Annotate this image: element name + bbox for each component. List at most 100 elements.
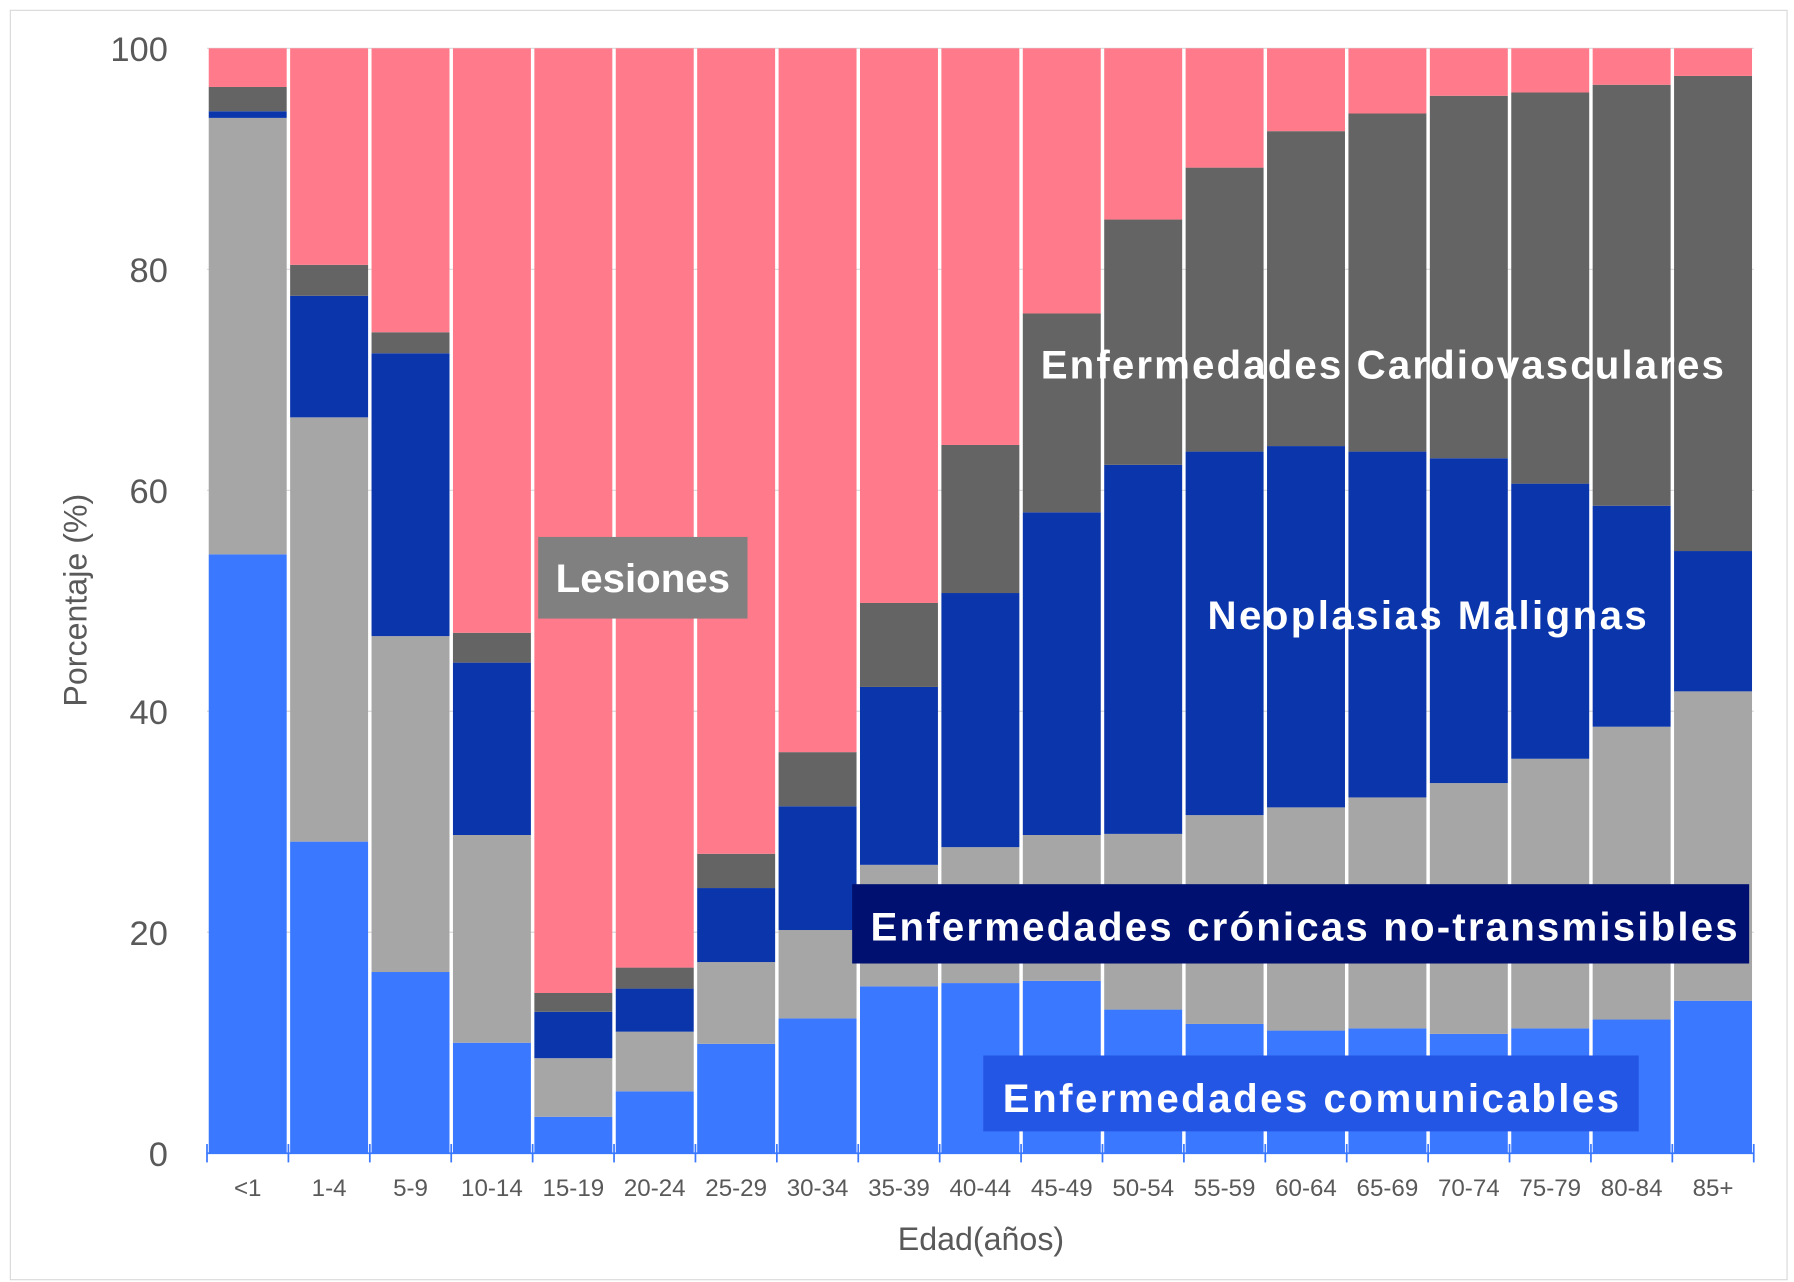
bar-segment-neoplasias-malignas	[1348, 451, 1427, 798]
bar-segment-neoplasias-malignas	[1267, 446, 1345, 808]
x-tick-label: 35-39	[868, 1175, 930, 1202]
bar-stack	[1429, 48, 1508, 1154]
bar-segment-enfermedades-cardiovasculares	[534, 993, 613, 1012]
bar-stack	[208, 48, 287, 1154]
annotation-cronicas-box	[852, 884, 1750, 964]
bar-segment-enfermedades-comunicables	[371, 972, 450, 1154]
bar-segment-enfermedades-cardiovasculares	[1267, 131, 1345, 447]
bar-segment-lesiones	[941, 48, 1020, 445]
bar-segment-enfermedades-cardiovasculares	[1185, 167, 1264, 452]
y-tick-label: 80	[130, 252, 168, 290]
bar-segment-enfermedades-comunicables	[615, 1091, 694, 1154]
bar-segment-enfermedades-cardiovasculares	[1429, 95, 1508, 459]
bar-segment-enfermedades-cr-nicas-no-transmisibles	[371, 636, 450, 973]
bar-stack	[859, 48, 938, 1154]
bar-segment-enfermedades-cr-nicas-no-transmisibles	[208, 117, 287, 555]
bar-segment-neoplasias-malignas	[697, 888, 776, 963]
annotation-cronicas: Enfermedades crónicas no-transmisibles	[871, 905, 1738, 950]
bar-segment-lesiones	[615, 48, 694, 968]
x-tick-label: 40-44	[950, 1175, 1012, 1202]
bar-segment-enfermedades-cr-nicas-no-transmisibles	[1592, 726, 1671, 1020]
bar-stack	[1267, 48, 1345, 1154]
bar-segment-enfermedades-comunicables	[290, 841, 369, 1154]
bar-segment-lesiones	[1104, 48, 1183, 220]
annotation-comunicables: Enfermedades comunicables	[1003, 1076, 1619, 1121]
y-tick-label: 0	[149, 1136, 168, 1174]
x-tick-label: 75-79	[1519, 1175, 1581, 1202]
x-tick-label: 55-59	[1194, 1175, 1256, 1202]
bar-segment-enfermedades-cardiovasculares	[941, 444, 1020, 594]
bar-stack	[452, 48, 531, 1154]
x-tick-label: 10-14	[461, 1175, 523, 1202]
bar-segment-enfermedades-cardiovasculares	[208, 86, 287, 112]
bar-stack	[371, 48, 450, 1154]
bar-segment-neoplasias-malignas	[1185, 451, 1264, 816]
y-axis-ticks: 0 20 40 60 80 100	[110, 31, 168, 1174]
bar-segment-neoplasias-malignas	[1511, 483, 1590, 759]
bar-segment-neoplasias-malignas	[208, 111, 287, 118]
bar-segment-neoplasias-malignas	[1429, 458, 1508, 784]
bar-segment-neoplasias-malignas	[1674, 551, 1753, 692]
bar-segment-neoplasias-malignas	[1022, 512, 1101, 836]
bar-stack	[1674, 48, 1753, 1154]
x-axis-title: Edad(años)	[898, 1221, 1064, 1257]
bar-segment-enfermedades-cr-nicas-no-transmisibles	[534, 1058, 613, 1117]
bar-segment-lesiones	[1592, 48, 1671, 85]
x-tick-label: 85+	[1693, 1175, 1734, 1202]
bar-segment-lesiones	[1511, 48, 1590, 93]
bar-segment-enfermedades-cardiovasculares	[452, 632, 531, 663]
bar-stack	[778, 48, 857, 1154]
bar-segment-lesiones	[1185, 48, 1264, 168]
bar-segment-neoplasias-malignas	[371, 353, 450, 637]
y-tick-label: 40	[130, 694, 168, 732]
annotation-neoplasias: Neoplasias Malignas	[1208, 593, 1647, 638]
bar-segment-neoplasias-malignas	[615, 988, 694, 1032]
x-tick-label: 80-84	[1601, 1175, 1663, 1202]
bar-stack	[1104, 48, 1183, 1154]
x-tick-label: 60-64	[1275, 1175, 1337, 1202]
x-tick-label: 45-49	[1031, 1175, 1093, 1202]
bar-segment-neoplasias-malignas	[1592, 505, 1671, 727]
bar-segment-enfermedades-cr-nicas-no-transmisibles	[290, 417, 369, 842]
annotation-lesiones-box	[538, 536, 748, 619]
bar-stack	[697, 48, 776, 1154]
bar-segment-enfermedades-comunicables	[859, 986, 938, 1154]
bar-segment-enfermedades-cardiovasculares	[1348, 113, 1427, 452]
bar-segment-neoplasias-malignas	[1104, 464, 1183, 834]
bar-segment-neoplasias-malignas	[452, 662, 531, 836]
bar-segment-enfermedades-comunicables	[208, 554, 287, 1154]
bar-segment-enfermedades-comunicables	[534, 1116, 613, 1154]
x-tick-label: 25-29	[705, 1175, 767, 1202]
x-tick-label: <1	[234, 1175, 262, 1202]
bar-segment-enfermedades-cardiovasculares	[697, 853, 776, 889]
bar-segment-lesiones	[1674, 48, 1753, 76]
bar-segment-neoplasias-malignas	[941, 593, 1020, 848]
bar-segment-neoplasias-malignas	[778, 806, 857, 931]
bar-segment-lesiones	[859, 48, 938, 603]
annotation-cardiovasculares: Enfermedades Cardiovasculares	[1041, 342, 1724, 387]
bar-segment-enfermedades-cardiovasculares	[1674, 75, 1753, 552]
x-tick-label: 5-9	[393, 1175, 428, 1202]
bar-segment-enfermedades-cardiovasculares	[371, 332, 450, 354]
bar-segment-neoplasias-malignas	[534, 1011, 613, 1059]
y-tick-label: 60	[130, 473, 168, 511]
bar-segment-lesiones	[1022, 48, 1101, 314]
x-tick-label: 20-24	[624, 1175, 686, 1202]
bars	[208, 48, 1753, 1154]
bar-stack	[941, 48, 1020, 1154]
bar-segment-lesiones	[1429, 48, 1508, 96]
x-tick-label: 65-69	[1357, 1175, 1419, 1202]
x-tick-label: 70-74	[1438, 1175, 1500, 1202]
y-tick-label: 20	[130, 915, 168, 953]
bar-segment-enfermedades-cardiovasculares	[778, 752, 857, 807]
bar-segment-lesiones	[1267, 48, 1345, 132]
bar-segment-lesiones	[208, 48, 287, 87]
bar-segment-lesiones	[697, 48, 776, 854]
bar-stack	[615, 48, 694, 1154]
bar-segment-enfermedades-cardiovasculares	[859, 602, 938, 687]
bar-segment-enfermedades-cardiovasculares	[615, 967, 694, 989]
x-tick-label: 50-54	[1112, 1175, 1174, 1202]
bar-segment-neoplasias-malignas	[859, 686, 938, 865]
bar-segment-enfermedades-cr-nicas-no-transmisibles	[452, 835, 531, 1043]
bar-segment-enfermedades-comunicables	[778, 1018, 857, 1154]
